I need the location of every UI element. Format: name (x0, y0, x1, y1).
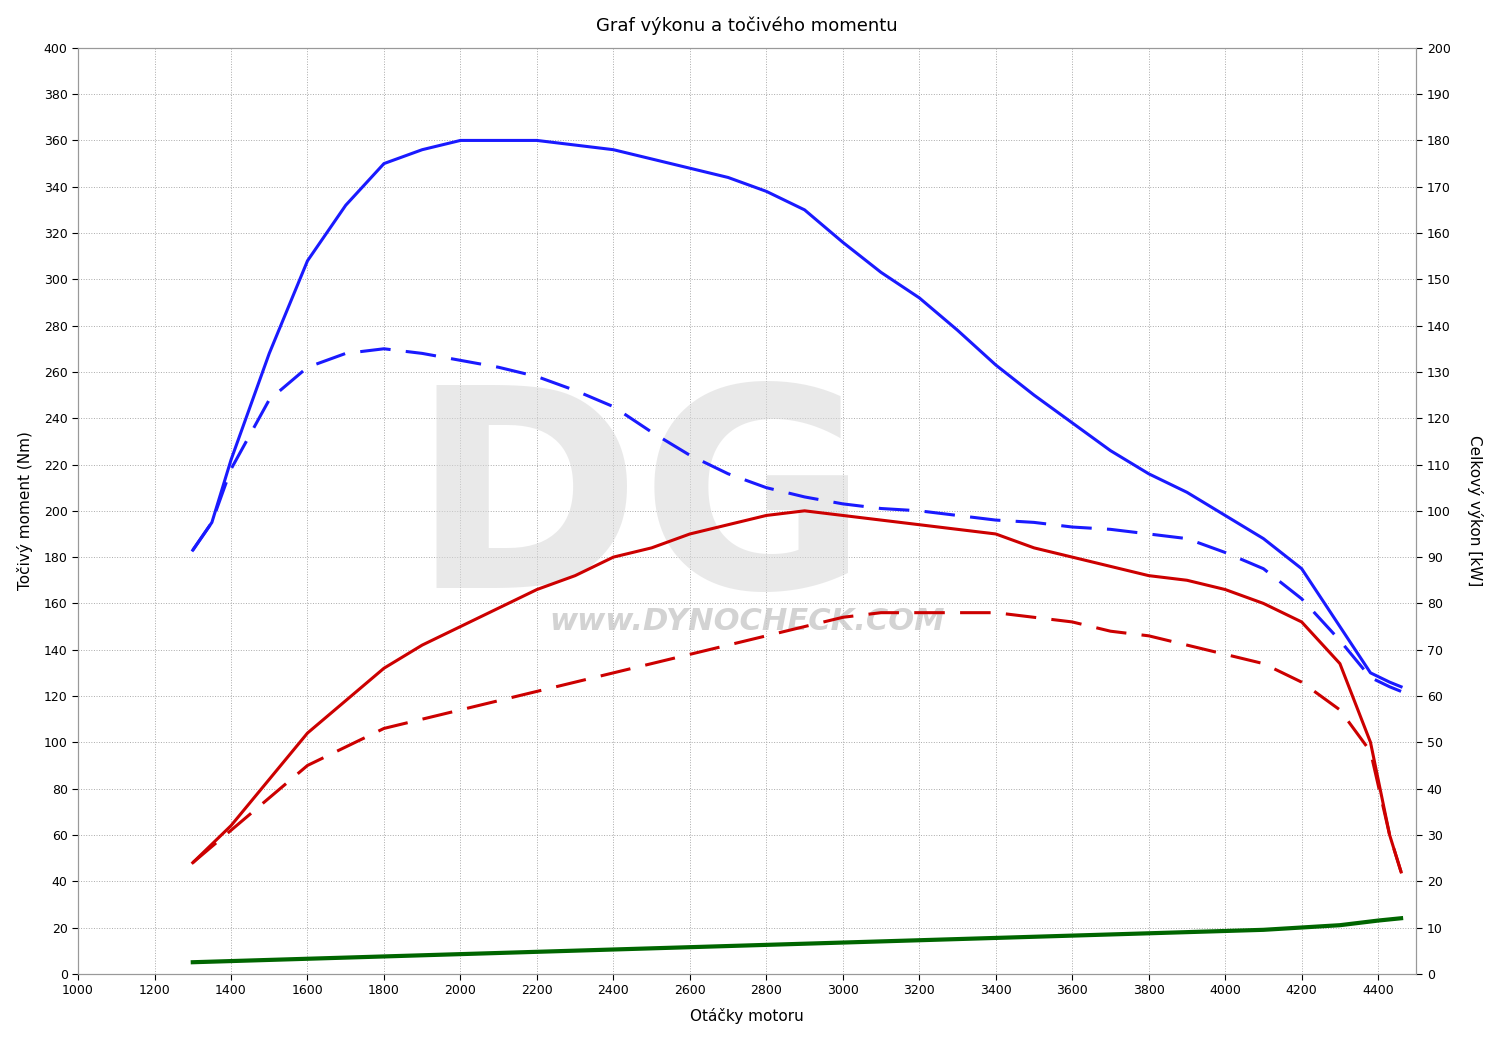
X-axis label: Otáčky motoru: Otáčky motoru (690, 1009, 804, 1024)
Y-axis label: Celkový výkon [kW]: Celkový výkon [kW] (1467, 435, 1484, 586)
Title: Graf výkonu a točivého momentu: Graf výkonu a točivého momentu (597, 17, 898, 35)
Y-axis label: Točivý moment (Nm): Točivý moment (Nm) (16, 431, 33, 590)
Text: DG: DG (411, 376, 870, 645)
Text: www.DYNOCHECK.COM: www.DYNOCHECK.COM (549, 608, 945, 636)
